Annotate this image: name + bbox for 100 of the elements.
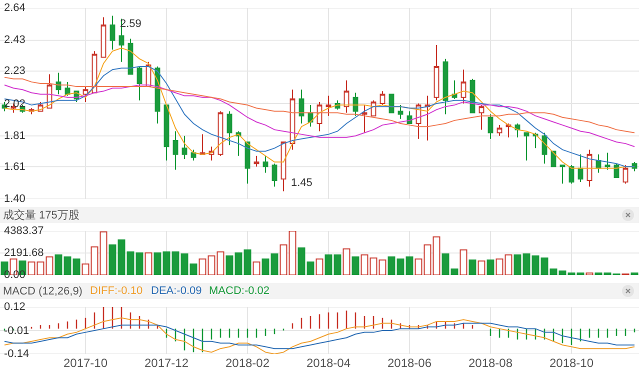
bar <box>234 252 242 275</box>
bar <box>288 231 296 275</box>
y-tick-label: 1.61 <box>4 161 26 173</box>
bar <box>90 246 98 275</box>
bar <box>540 257 548 275</box>
bar <box>532 255 540 275</box>
bar <box>468 259 476 275</box>
bar <box>370 257 378 275</box>
bar <box>630 272 638 275</box>
candlestick <box>56 72 62 95</box>
x-tick-label: 2018-06 <box>387 356 432 370</box>
candlestick <box>326 95 332 116</box>
bar <box>450 268 458 275</box>
x-tick-label: 2018-02 <box>225 356 270 370</box>
bar <box>486 259 494 275</box>
candlestick <box>442 58 448 115</box>
candlestick <box>110 15 116 50</box>
bar <box>406 256 414 275</box>
bar <box>118 239 126 275</box>
candlestick <box>200 134 206 155</box>
y-tick-label: -0.14 <box>4 348 30 360</box>
bar <box>568 272 576 275</box>
bar <box>172 251 180 275</box>
bar <box>504 254 512 275</box>
candlestick <box>506 123 512 138</box>
chart-title: 成交量 175万股 <box>3 208 80 222</box>
x-tick-label: 2017-12 <box>144 356 189 370</box>
candlestick <box>488 114 494 140</box>
candlestick <box>380 90 386 106</box>
bar <box>208 255 216 275</box>
x-tick-label: 2018-04 <box>306 356 351 370</box>
bar <box>334 254 342 275</box>
bar <box>252 261 260 275</box>
bar <box>316 258 324 275</box>
bar <box>324 254 332 275</box>
bar <box>550 268 558 275</box>
y-tick-label: 4383.37 <box>4 225 44 237</box>
bar <box>460 249 468 275</box>
candlestick <box>478 104 484 130</box>
bar <box>388 256 396 275</box>
text: DEA:-0.09 <box>151 285 202 297</box>
bar <box>360 254 368 275</box>
bar <box>154 252 162 275</box>
bar <box>180 253 188 275</box>
text: DIFF:-0.10 <box>90 285 143 297</box>
chart-title: MACD (12,26,9) <box>3 285 82 298</box>
candlestick <box>434 44 440 101</box>
y-tick-label: 2.43 <box>4 34 26 46</box>
bar <box>36 261 44 275</box>
candlestick <box>182 135 188 160</box>
y-tick-label: 2.23 <box>4 65 26 77</box>
y-tick-label: 2191.68 <box>4 247 44 259</box>
bar <box>54 254 62 275</box>
candlestick <box>172 130 178 170</box>
candlestick <box>424 95 430 141</box>
candlestick <box>460 69 466 104</box>
candlestick <box>560 164 566 184</box>
candlestick <box>622 164 628 184</box>
bar <box>270 253 278 275</box>
bar <box>136 252 144 275</box>
bar <box>64 256 72 275</box>
bar <box>28 261 36 275</box>
x-tick-label: 2018-08 <box>468 356 513 370</box>
y-tick-label: 0.12 <box>4 301 26 313</box>
line-series <box>4 322 635 350</box>
candlestick <box>398 104 404 120</box>
y-tick-label: 2.64 <box>4 2 26 14</box>
bar <box>82 263 90 275</box>
bar <box>144 252 152 275</box>
bar <box>46 256 54 275</box>
bar <box>280 244 288 275</box>
annotation: 1.45 <box>291 177 312 189</box>
bar <box>162 251 170 275</box>
bar <box>126 251 134 275</box>
bar <box>190 263 198 275</box>
candlestick <box>344 80 350 114</box>
bar <box>108 244 116 275</box>
bar <box>216 251 224 275</box>
bar <box>262 258 270 275</box>
candlestick <box>578 154 584 183</box>
candlestick <box>262 155 268 174</box>
bar <box>342 248 350 275</box>
bar <box>594 272 602 275</box>
bar <box>298 247 306 275</box>
bar <box>226 255 234 275</box>
bar <box>514 254 522 275</box>
candlestick <box>164 104 170 161</box>
candlestick <box>82 86 88 102</box>
x-tick-label: 2017-10 <box>63 356 108 370</box>
candlestick <box>272 163 278 188</box>
candlestick <box>136 66 142 101</box>
x-tick-label: 2018-10 <box>549 356 594 370</box>
candlestick <box>452 80 458 100</box>
bar <box>72 258 80 275</box>
bar <box>306 261 314 275</box>
bar <box>396 258 404 275</box>
bar <box>424 244 432 275</box>
candlestick <box>226 110 232 146</box>
bar <box>414 258 422 275</box>
y-tick-label: -0.01 <box>4 325 30 337</box>
